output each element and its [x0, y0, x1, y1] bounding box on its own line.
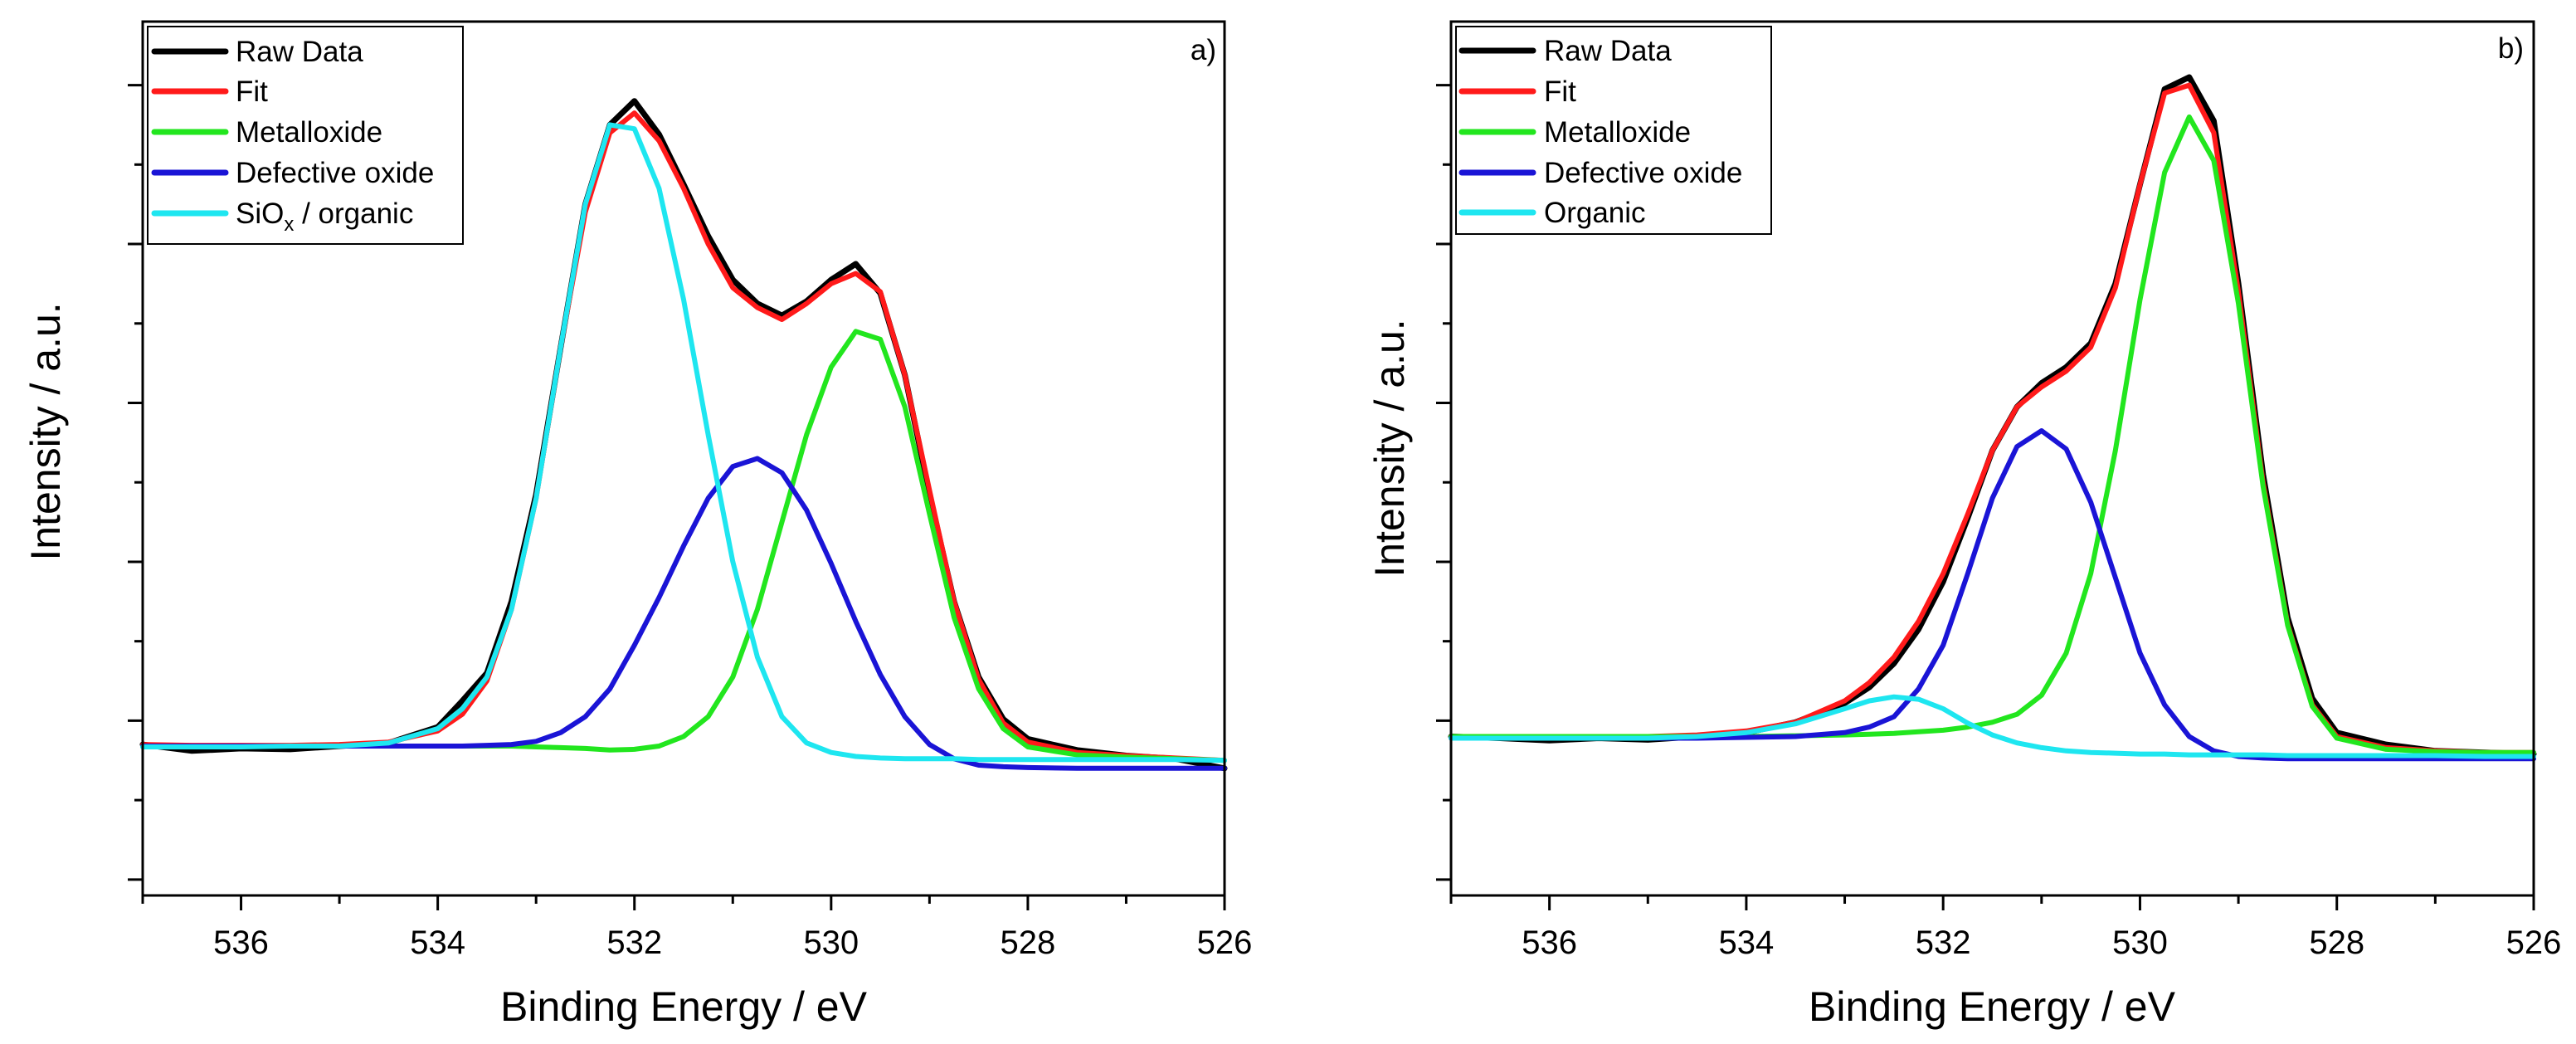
- legend-entry-metalloxide: Metalloxide: [151, 116, 382, 149]
- legend-label-siox-suffix: / organic: [294, 198, 413, 230]
- legend-label-defective-oxide: Defective oxide: [236, 157, 434, 189]
- legend-label-raw-data-b: Raw Data: [1544, 35, 1672, 67]
- x-tick-label-530-a: 530: [803, 924, 859, 961]
- legend-label-fit: Fit: [236, 76, 268, 108]
- legend-label-defective-oxide-b: Defective oxide: [1544, 157, 1742, 189]
- x-axis-title-a: Binding Energy / eV: [500, 983, 868, 1030]
- series-line-organic-b: [1449, 694, 2536, 759]
- x-tick-labels-b: 536 534 532 530 528 526: [1522, 924, 2561, 961]
- y-ticks-b: [1436, 84, 1451, 881]
- legend-label-siox-base: SiO: [236, 198, 284, 230]
- legend-entry-metalloxide-b: Metalloxide: [1458, 116, 1691, 149]
- legend-label-metalloxide: Metalloxide: [236, 116, 382, 149]
- x-tick-label-526-a: 526: [1197, 924, 1253, 961]
- legend-entry-raw-data-b: Raw Data: [1458, 35, 1672, 67]
- x-tick-label-536-b: 536: [1522, 924, 1577, 961]
- legend-label-fit-b: Fit: [1544, 76, 1576, 108]
- x-ticks-b: [1449, 895, 2535, 910]
- legend-entry-defective-oxide: Defective oxide: [151, 157, 434, 189]
- y-axis-title-a: Intensity / a.u.: [22, 302, 69, 560]
- legend-label-siox-subscript: x: [284, 213, 294, 236]
- legend-label-raw-data: Raw Data: [236, 36, 363, 68]
- legend-b: Raw Data Fit Metalloxide Defective oxide…: [1455, 26, 1772, 235]
- legend-entry-fit: Fit: [151, 76, 268, 108]
- legend-entry-siox-organic: SiOx / organic: [151, 198, 413, 236]
- legend-entry-raw-data: Raw Data: [151, 36, 363, 68]
- x-tick-labels-a: 536 534 532 530 528 526: [213, 924, 1252, 961]
- legend-label-metalloxide-b: Metalloxide: [1544, 116, 1691, 149]
- legend-label-organic-b: Organic: [1544, 197, 1646, 229]
- x-tick-label-536-a: 536: [213, 924, 269, 961]
- series-line-defective-oxide-a: [140, 456, 1227, 771]
- x-axis-title-b: Binding Energy / eV: [1809, 983, 2176, 1030]
- x-tick-label-530-b: 530: [2112, 924, 2168, 961]
- y-ticks-a: [128, 84, 143, 881]
- legend-box-a: [147, 26, 464, 245]
- x-tick-label-528-a: 528: [1001, 924, 1056, 961]
- y-axis-title-b: Intensity / a.u.: [1366, 319, 1413, 577]
- panel-label-a: a): [1191, 34, 1216, 66]
- legend-entry-fit-b: Fit: [1458, 76, 1576, 108]
- x-tick-label-534-a: 534: [410, 924, 465, 961]
- series-line-defective-oxide-b: [1449, 428, 2536, 762]
- legend-label-siox-organic: SiOx / organic: [236, 198, 413, 236]
- chart-panel-a: 536 534 532 530 528 526 Binding Energy / eV I…: [22, 20, 1252, 1030]
- series-line-siox-organic-a: [140, 122, 1227, 763]
- x-ticks-a: [141, 895, 1226, 910]
- x-tick-label-532-a: 532: [606, 924, 662, 961]
- legend-a: Raw Data Fit Metalloxide Defective oxide…: [147, 26, 464, 245]
- panel-label-b: b): [2498, 32, 2524, 65]
- plot-frame-a: [141, 20, 1226, 897]
- legend-entry-organic-b: Organic: [1458, 197, 1646, 229]
- x-tick-label-534-b: 534: [1719, 924, 1775, 961]
- chart-panel-b: 536 534 532 530 528 526 Binding Energy / eV I…: [1366, 20, 2561, 1030]
- x-tick-label-528-b: 528: [2309, 924, 2364, 961]
- series-layer-b: [1448, 74, 2537, 762]
- x-tick-label-526-b: 526: [2506, 924, 2562, 961]
- x-tick-label-532-b: 532: [1916, 924, 1971, 961]
- legend-entry-defective-oxide-b: Defective oxide: [1458, 157, 1742, 189]
- series-layer-a: [139, 98, 1228, 772]
- plot-frame-b: [1449, 20, 2535, 897]
